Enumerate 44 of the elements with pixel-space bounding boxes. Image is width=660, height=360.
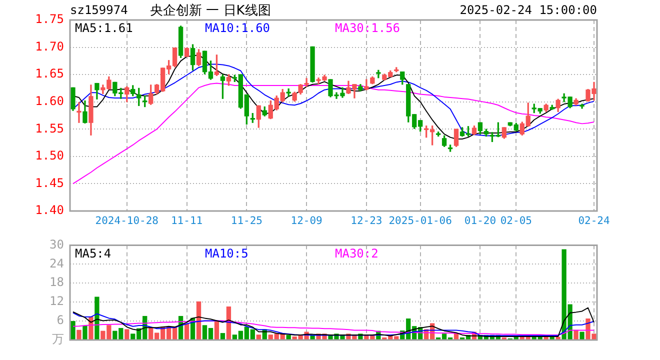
x-tick-label: 11-11 [170, 215, 203, 228]
text: MA30:1.56 [335, 21, 400, 36]
chart-title: 央企创新 一 日K线图 [150, 3, 271, 18]
y-tick-label: 1.60 [35, 94, 64, 108]
y-tick-label: 1.40 [35, 203, 64, 218]
y-tick-label: 1.65 [35, 66, 64, 81]
y-tick-label: 18 [50, 275, 64, 290]
x-tick-label: 11-25 [230, 215, 262, 228]
y-tick-label: 万 [52, 332, 64, 346]
bar [220, 333, 226, 340]
text: 2025-02-24 15:00:00 [460, 3, 597, 18]
bar [580, 332, 584, 340]
bar [82, 325, 88, 340]
bar [124, 329, 130, 340]
bar [94, 296, 100, 340]
bar [76, 330, 82, 340]
y-tick-label: 24 [50, 256, 64, 270]
bar [184, 324, 190, 340]
y-tick-label: 6 [56, 313, 64, 328]
y-tick-label: 1.70 [35, 39, 64, 54]
chart-subtitle: sz159974 [70, 3, 128, 18]
x-tick-label: 12-23 [350, 215, 382, 228]
y-tick-label: 1.55 [35, 121, 64, 136]
text: MA10:1.60 [205, 21, 270, 36]
bar [214, 320, 220, 340]
y-tick-label: 1.50 [35, 148, 64, 163]
bar [256, 334, 261, 340]
bar [196, 301, 202, 340]
bar [574, 330, 578, 340]
bar [70, 321, 76, 340]
x-tick-label: 2024-10-28 [95, 215, 158, 228]
text: MA5:1.61 [75, 21, 133, 36]
x-tick-label: 2025-01-06 [388, 215, 452, 228]
x-tick-label: 01-20 [464, 215, 496, 228]
x-tick-label: 12-09 [290, 215, 322, 228]
y-tick-label: 1.75 [35, 12, 64, 26]
x-tick-label: 02-05 [500, 215, 532, 228]
text: MA30:2 [335, 246, 378, 260]
x-tick-label: 02-24 [578, 215, 610, 228]
text: MA10:5 [205, 246, 248, 260]
y-tick-label: 1.45 [35, 176, 64, 190]
text: MA5:4 [75, 246, 112, 260]
y-tick-label: 12 [50, 294, 64, 308]
y-tick-label: 30 [50, 237, 64, 252]
